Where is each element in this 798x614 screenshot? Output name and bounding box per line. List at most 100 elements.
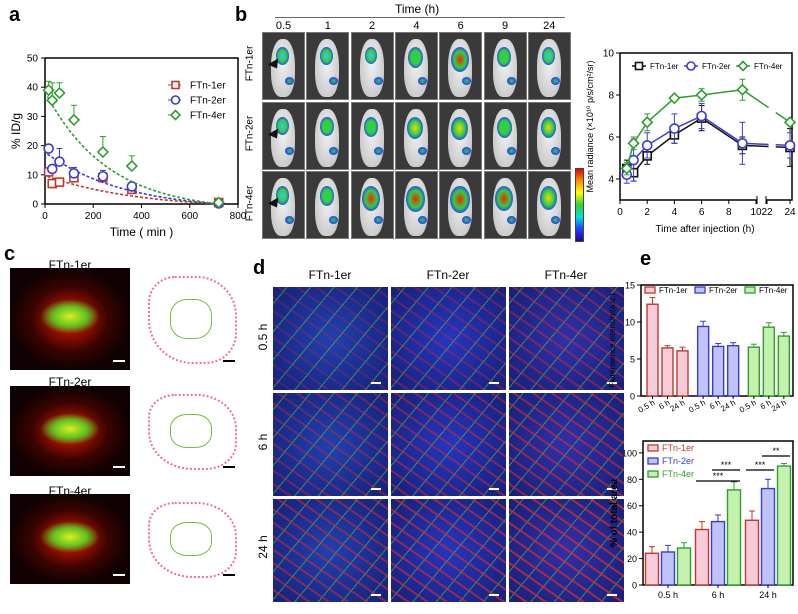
mouse-image <box>394 101 438 170</box>
fluorescence-signal <box>417 146 427 155</box>
series-FTn-2er <box>43 143 224 209</box>
scale-bar <box>113 574 125 576</box>
data-point <box>54 177 65 187</box>
tick-label: 10 <box>625 318 635 328</box>
y-axis-label: % ID/g <box>9 113 23 149</box>
fluorescence-signal <box>362 186 381 212</box>
fluorescence-signal <box>451 116 469 141</box>
tissue-section-image <box>508 392 625 497</box>
fluorescence-signal <box>285 77 294 85</box>
data-point <box>67 113 81 127</box>
tick-label: 24 h <box>759 590 777 600</box>
bar <box>744 519 760 586</box>
series-FTn-4er <box>747 322 791 397</box>
tick-label: 10 <box>603 49 615 60</box>
tissue-section-image <box>508 498 625 603</box>
data-point <box>97 170 109 182</box>
tick-label: 22 <box>761 207 773 218</box>
panel-label-a: a <box>9 4 21 26</box>
tick-label: 30 <box>27 112 39 123</box>
mouse-image <box>527 101 571 170</box>
panel-c-title: FTn-2er <box>48 375 92 389</box>
data-point <box>43 143 54 154</box>
outline-inner <box>170 522 212 557</box>
mouse-image <box>262 32 305 100</box>
scale-bar <box>371 382 381 384</box>
confocal-image <box>10 386 130 476</box>
mouse-image <box>306 101 350 170</box>
fit-line <box>46 96 219 205</box>
scale-bar <box>489 594 499 596</box>
time-label: 24 <box>543 20 556 32</box>
legend-label: FTn-1er <box>650 62 679 71</box>
panel-d-column-title: FTn-1er <box>308 268 352 282</box>
mouse-image <box>439 171 483 239</box>
legend-label: FTn-4er <box>754 62 783 71</box>
data-point <box>737 138 748 149</box>
tick-label: 800 <box>230 211 247 222</box>
data-point <box>784 140 796 151</box>
panel-label-c: c <box>4 243 16 265</box>
mouse-image <box>439 32 483 100</box>
scale-bar <box>223 466 235 468</box>
fluorescence-signal <box>496 47 512 68</box>
data-point <box>696 110 707 122</box>
scale-bar <box>371 594 381 596</box>
significance-label: *** <box>721 460 732 470</box>
fluorescence-signal <box>417 216 427 224</box>
fluorescence-signal <box>373 146 383 155</box>
vessel-signal <box>40 521 100 553</box>
tick-label: 20 <box>627 554 637 564</box>
mouse-image <box>439 101 483 170</box>
confocal-image <box>10 268 130 370</box>
data-point <box>695 88 708 102</box>
mouse-image <box>350 32 394 100</box>
outline-drawing <box>148 502 237 578</box>
fluorescence-signal <box>550 77 560 85</box>
fluorescence-signal <box>329 77 339 85</box>
data-point <box>68 168 80 179</box>
colorbar <box>575 168 584 242</box>
panel-label-b: b <box>235 4 248 26</box>
series-FTn-1er <box>644 510 760 586</box>
bar <box>711 345 725 397</box>
bar <box>694 528 710 586</box>
fluorescence-signal <box>285 146 294 155</box>
series-FTn-1er <box>646 297 689 397</box>
tissue-section-image <box>390 286 507 391</box>
data-point <box>125 159 138 173</box>
x-axis-label: Time after injection (h) <box>655 224 754 235</box>
tissue-section-image <box>272 286 389 391</box>
fluorescence-signal <box>329 216 339 224</box>
data-point <box>46 163 58 175</box>
scale-bar <box>607 594 617 596</box>
bar <box>760 487 776 586</box>
tick-label: 400 <box>133 211 150 222</box>
fluorescence-signal <box>319 186 334 206</box>
data-point <box>686 61 696 71</box>
fluorescence-signal <box>407 47 423 68</box>
tick-label: 0.5 h <box>687 398 707 415</box>
y-axis-label: Mean radiance (×10¹⁰ p/s/cm²/sr) <box>585 61 595 193</box>
panel-label-d: d <box>253 257 266 279</box>
time-label: 6 <box>457 20 464 32</box>
tick-label: 0 <box>42 211 48 222</box>
series-FTn-4er <box>42 80 225 209</box>
bar <box>676 350 689 397</box>
fluorescence-signal <box>506 146 516 155</box>
series-FTn-2er <box>621 102 796 184</box>
tissue-section-image <box>390 392 507 497</box>
bar <box>777 335 791 397</box>
fluorescence-signal <box>364 47 377 64</box>
tissue-section-image <box>390 498 507 603</box>
bar <box>660 551 676 586</box>
imaging-time-header: Time (h) <box>395 2 440 16</box>
series-line <box>741 89 770 109</box>
scale-bar <box>113 466 125 468</box>
legend-label: FTn-4er <box>759 286 788 295</box>
data-point <box>641 116 654 129</box>
tick-label: 40 <box>27 83 39 94</box>
scale-bar <box>223 360 235 362</box>
significance-label: ** <box>772 446 780 456</box>
legend-swatch <box>647 470 659 478</box>
